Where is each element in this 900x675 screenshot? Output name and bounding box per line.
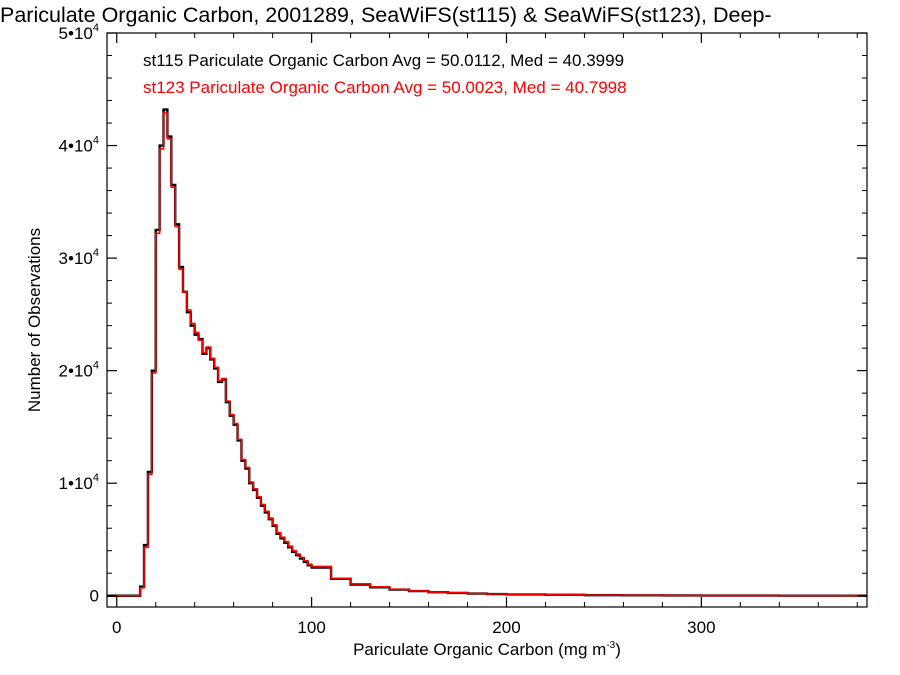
series-st115-histogram-line: [107, 108, 868, 597]
x-tick-label: 0: [112, 618, 121, 637]
y-tick-label: 0: [90, 587, 99, 606]
plot-area: [107, 108, 868, 597]
annotations: st115 Pariculate Organic Carbon Avg = 50…: [143, 51, 627, 97]
y-tick-label: 4•104: [59, 135, 99, 156]
x-tick-label: 300: [687, 618, 715, 637]
x-axis-label-text: Pariculate Organic Carbon (mg m: [353, 640, 606, 659]
y-tick-label: 3•104: [59, 247, 99, 268]
y-tick-label: 1•104: [59, 472, 99, 493]
axes: 0 100 200 300 0 1•104 2•104 3•104 4•104 5•104: [59, 22, 867, 637]
x-axis-label-close: ): [615, 640, 621, 659]
x-axis-label: Pariculate Organic Carbon (mg m-3): [353, 640, 621, 659]
series-st123-histogram-line: [107, 112, 868, 597]
y-axis-label: Number of Observations: [25, 228, 44, 412]
stats-annotation-st123: st123 Pariculate Organic Carbon Avg = 50…: [143, 78, 627, 97]
chart-title: Pariculate Organic Carbon, 2001289, SeaW…: [0, 3, 772, 27]
y-tick-label: 2•104: [59, 360, 99, 381]
stats-annotation-st115: st115 Pariculate Organic Carbon Avg = 50…: [143, 51, 624, 70]
x-tick-label: 200: [492, 618, 520, 637]
x-tick-label: 100: [297, 618, 325, 637]
x-axis-label-superscript: -3: [606, 640, 615, 651]
y-tick-label: 5•104: [59, 22, 99, 43]
plot-frame: [106, 32, 868, 608]
